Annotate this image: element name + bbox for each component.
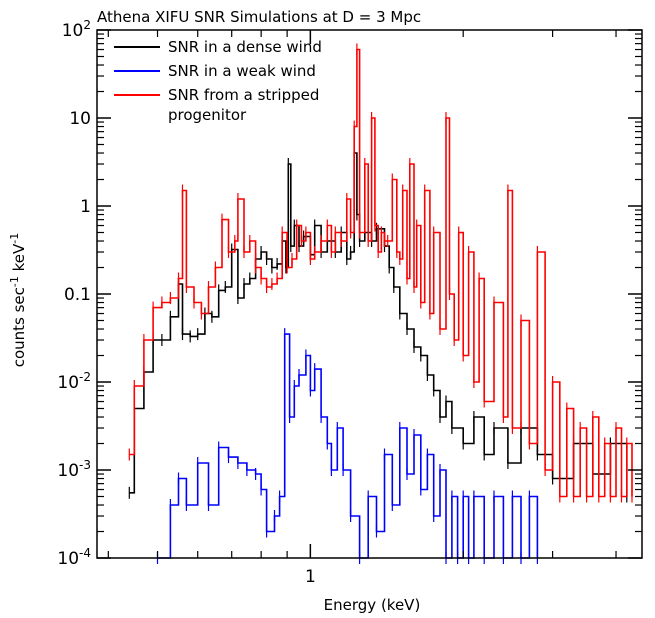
y-axis-label-sup2: -1 — [8, 233, 21, 244]
y-tick-label-1: 102 — [62, 18, 91, 41]
y-tick-label-5: 10-2 — [57, 370, 91, 393]
x-axis-label: Energy (keV) — [324, 596, 421, 614]
legend: SNR in a dense wind SNR in a weak wind SNR… — [114, 38, 322, 124]
y-tick-base: 10 — [62, 21, 84, 41]
y-tick-label-2: 10 — [69, 109, 91, 129]
y-tick-base: 0.1 — [64, 285, 91, 305]
y-axis-label-sup1: -1 — [8, 276, 21, 287]
legend-label-2-1: SNR in a weak wind — [168, 62, 316, 80]
y-tick-sup: -3 — [79, 458, 91, 472]
y-axis-label-mid: keV — [10, 243, 28, 276]
y-tick-label-3: 1 — [80, 197, 91, 217]
y-tick-base: 10 — [69, 109, 91, 129]
y-tick-label-6: 10-3 — [57, 458, 91, 481]
y-tick-label-7: 10-4 — [57, 546, 91, 569]
y-tick-base: 1 — [80, 197, 91, 217]
y-tick-base: 10 — [57, 461, 79, 481]
y-axis-label-base: counts sec — [10, 287, 28, 367]
legend-label-3-1: SNR from a stripped — [168, 86, 319, 104]
y-tick-label-4: 0.1 — [64, 285, 91, 305]
legend-label-3-2: progenitor — [168, 106, 247, 124]
y-tick-sup: 2 — [83, 18, 91, 32]
legend-label-1-1: SNR in a dense wind — [168, 38, 322, 56]
y-tick-sup: -4 — [79, 546, 91, 560]
chart-title: Athena XIFU SNR Simulations at D = 3 Mpc — [97, 8, 421, 26]
y-tick-base: 10 — [57, 549, 79, 569]
y-tick-base: 10 — [57, 373, 79, 393]
y-tick-sup: -2 — [79, 370, 91, 384]
series-line-3 — [129, 48, 633, 498]
x-tick-label-1: 1 — [305, 567, 316, 587]
y-axis-label: counts sec-1 keV-1 — [8, 233, 28, 368]
series-layer — [128, 43, 633, 564]
